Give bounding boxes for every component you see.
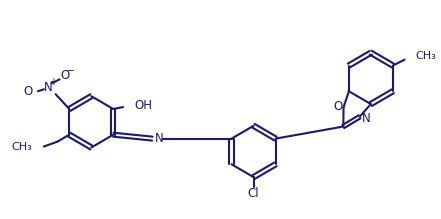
Text: CH₃: CH₃ (415, 51, 436, 61)
Text: N: N (43, 81, 52, 94)
Text: CH₃: CH₃ (11, 141, 32, 152)
Text: +: + (49, 77, 57, 87)
Text: −: − (67, 65, 75, 76)
Text: O: O (333, 100, 342, 113)
Text: O: O (24, 85, 33, 98)
Text: OH: OH (135, 99, 153, 111)
Text: O: O (61, 69, 70, 82)
Text: N: N (155, 132, 164, 145)
Text: N: N (362, 112, 371, 125)
Text: Cl: Cl (248, 187, 259, 200)
